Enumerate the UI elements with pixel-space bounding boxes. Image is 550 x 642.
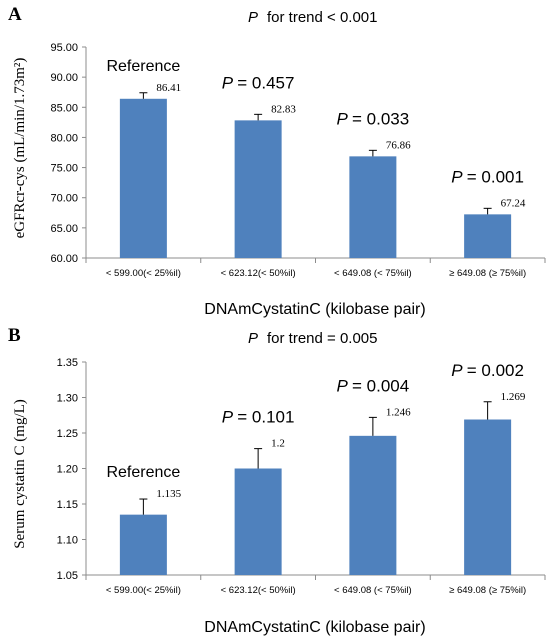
p-value-text: = 0.002 xyxy=(467,361,524,380)
x-tick-label: < 623.12(< 50%il) xyxy=(221,585,296,596)
p-value-text: = 0.001 xyxy=(467,167,524,186)
x-tick-label: < 649.08 (< 75%il) xyxy=(334,585,412,596)
reference-label: Reference xyxy=(106,58,180,75)
data-label: 1.269 xyxy=(501,391,526,403)
panel-a-y-axis-label: eGFRcr-cys (mL/min/1.73m²) xyxy=(12,58,28,239)
bar xyxy=(119,514,167,575)
p-symbol: P xyxy=(337,109,352,128)
x-tick-label: < 599.00(< 25%il) xyxy=(106,268,181,279)
p-value-label: P = 0.033 xyxy=(337,109,410,128)
p-symbol: P xyxy=(337,376,352,395)
panel-a-x-axis-label: DNAmCystatinC (kilobase pair) xyxy=(204,301,425,318)
y-tick-label: 1.35 xyxy=(57,357,78,369)
panel-b-label: B xyxy=(8,325,21,346)
p-value-label: P = 0.101 xyxy=(222,408,295,427)
panel-b-trend-p: P xyxy=(248,330,258,347)
panel-b-y-axis-label: Serum cystatin C (mg/L) xyxy=(12,399,28,549)
y-tick-label: 80.00 xyxy=(50,132,78,144)
panel-a-label: A xyxy=(8,4,22,25)
x-tick-label: < 599.00(< 25%il) xyxy=(106,585,181,596)
data-label: 82.83 xyxy=(271,103,296,115)
p-symbol: P xyxy=(222,73,237,92)
y-tick-label: 90.00 xyxy=(50,72,78,84)
panel-a-plot: 60.00 65.00 70.00 75.00 80.00 85.00 90.00 95.00… xyxy=(50,42,546,279)
bar xyxy=(234,120,282,259)
data-label: 86.41 xyxy=(156,82,181,94)
y-tick-label: 60.00 xyxy=(50,253,78,265)
y-tick-label: 1.10 xyxy=(57,535,78,547)
y-tick-label: 1.30 xyxy=(57,393,78,405)
x-tick-label: < 649.08 (< 75%il) xyxy=(334,268,412,279)
y-tick-label: 1.25 xyxy=(57,428,78,440)
p-value-text: = 0.457 xyxy=(237,73,294,92)
panel-a-trend-label: for trend < 0.001 xyxy=(267,9,378,26)
p-symbol: P xyxy=(222,408,237,427)
p-symbol: P xyxy=(451,167,466,186)
p-value-label: P = 0.002 xyxy=(451,361,524,380)
p-symbol: P xyxy=(451,361,466,380)
p-value-label: P = 0.457 xyxy=(222,73,295,92)
bar xyxy=(464,419,512,575)
p-value-text: = 0.101 xyxy=(237,408,294,427)
bar xyxy=(119,98,167,258)
panel-b-plot: 1.05 1.10 1.15 1.20 1.25 1.30 1.35 1.135 < 599.0… xyxy=(57,357,546,596)
data-label: 1.2 xyxy=(271,438,285,450)
y-tick-label: 75.00 xyxy=(50,163,78,175)
x-tick-label: ≥ 649.08 (≥ 75%il) xyxy=(449,268,526,279)
p-value-label: P = 0.001 xyxy=(451,167,524,186)
panel-a-trend-p: P xyxy=(248,9,258,26)
x-tick-label: ≥ 649.08 (≥ 75%il) xyxy=(449,585,526,596)
panel-b-x-axis-label: DNAmCystatinC (kilobase pair) xyxy=(204,619,425,636)
panel-b-trend-label: for trend = 0.005 xyxy=(267,330,378,347)
p-value-text: = 0.033 xyxy=(352,109,409,128)
y-tick-label: 70.00 xyxy=(50,193,78,205)
data-label: 76.86 xyxy=(386,139,411,151)
y-tick-label: 1.15 xyxy=(57,499,78,511)
bar xyxy=(464,214,512,258)
y-tick-label: 65.00 xyxy=(50,223,78,235)
y-tick-label: 1.05 xyxy=(57,570,78,582)
p-value-text: = 0.004 xyxy=(352,376,409,395)
y-tick-label: 95.00 xyxy=(50,42,78,54)
y-tick-label: 85.00 xyxy=(50,102,78,114)
bar xyxy=(349,156,397,258)
bar xyxy=(234,468,282,575)
reference-label: Reference xyxy=(106,464,180,481)
p-value-label: P = 0.004 xyxy=(337,376,410,395)
y-tick-label: 1.20 xyxy=(57,464,78,476)
data-label: 1.246 xyxy=(386,406,411,418)
bar xyxy=(349,435,397,575)
data-label: 67.24 xyxy=(501,197,526,209)
data-label: 1.135 xyxy=(156,488,181,500)
x-tick-label: < 623.12(< 50%il) xyxy=(221,268,296,279)
